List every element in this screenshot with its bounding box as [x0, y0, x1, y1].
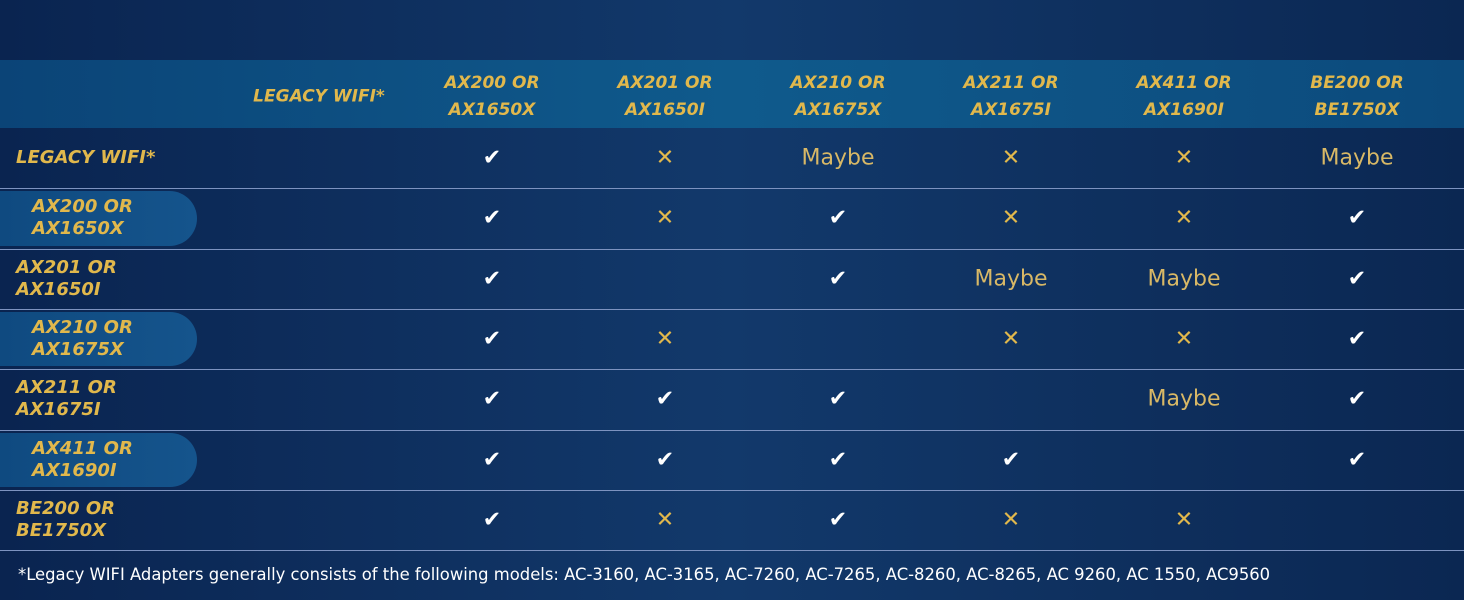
cell: ✔ — [828, 386, 848, 412]
cell: ✕ — [1001, 145, 1021, 171]
cell: Maybe — [974, 266, 1048, 292]
column-header: AX201 OR AX1650I — [617, 73, 713, 120]
footnote: *Legacy WIFI Adapters generally consists… — [18, 565, 1271, 584]
cell: ✕ — [655, 326, 675, 352]
column-header: BE200 OR BE1750X — [1310, 73, 1404, 120]
cell: ✔ — [655, 447, 675, 473]
cell: ✔ — [828, 266, 848, 292]
row-separator — [0, 308, 1464, 310]
cell: ✕ — [1174, 205, 1194, 231]
column-header: AX200 OR AX1650X — [444, 73, 540, 120]
cell: Maybe — [1320, 145, 1394, 171]
cell: Maybe — [1147, 386, 1221, 412]
column-header: AX210 OR AX1675X — [790, 73, 886, 120]
cell: ✕ — [655, 507, 675, 533]
cell: ✕ — [655, 205, 675, 231]
row-highlight — [0, 432, 197, 487]
row-highlight — [0, 191, 197, 246]
cell: ✔ — [1347, 447, 1367, 473]
column-header: AX411 OR AX1690I — [1136, 73, 1232, 120]
row-separator — [0, 429, 1464, 431]
column-header: AX211 OR AX1675I — [963, 73, 1059, 120]
cell: ✔ — [482, 507, 502, 533]
row-separator — [0, 188, 1464, 190]
cell: ✕ — [1174, 507, 1194, 533]
cell: ✕ — [1174, 145, 1194, 171]
cell: ✔ — [482, 447, 502, 473]
cell: ✔ — [482, 326, 502, 352]
cell: ✔ — [1347, 386, 1367, 412]
row-label: BE200 OR BE1750X — [16, 497, 116, 541]
cell: ✔ — [1347, 326, 1367, 352]
cell: ✕ — [1001, 205, 1021, 231]
cell: ✔ — [828, 507, 848, 533]
cell: ✔ — [655, 386, 675, 412]
cell: ✕ — [655, 145, 675, 171]
row-label: AX211 OR AX1675I — [16, 377, 117, 421]
row-label: AX200 OR AX1650X — [32, 196, 133, 240]
row-label: AX210 OR AX1675X — [32, 317, 133, 361]
cell: ✔ — [482, 266, 502, 292]
cell: ✕ — [1001, 326, 1021, 352]
row-label: AX201 OR AX1650I — [16, 256, 117, 300]
cell: ✔ — [1347, 266, 1367, 292]
cell: Maybe — [801, 145, 875, 171]
cell: ✕ — [1174, 326, 1194, 352]
cell: ✔ — [482, 386, 502, 412]
cell: ✕ — [1001, 507, 1021, 533]
row-separator — [0, 489, 1464, 491]
row-separator — [0, 369, 1464, 371]
column-header: LEGACY WIFI* — [253, 86, 385, 107]
cell: ✔ — [828, 205, 848, 231]
cell: Maybe — [1147, 266, 1221, 292]
cell: ✔ — [1347, 205, 1367, 231]
header-band — [0, 60, 1464, 128]
cell: ✔ — [482, 145, 502, 171]
cell: ✔ — [482, 205, 502, 231]
row-separator — [0, 550, 1464, 552]
row-separator — [0, 248, 1464, 250]
cell: ✔ — [1001, 447, 1021, 473]
row-label: AX411 OR AX1690I — [32, 437, 133, 481]
cell: ✔ — [828, 447, 848, 473]
row-label: LEGACY WIFI* — [16, 147, 156, 169]
row-highlight — [0, 311, 197, 367]
